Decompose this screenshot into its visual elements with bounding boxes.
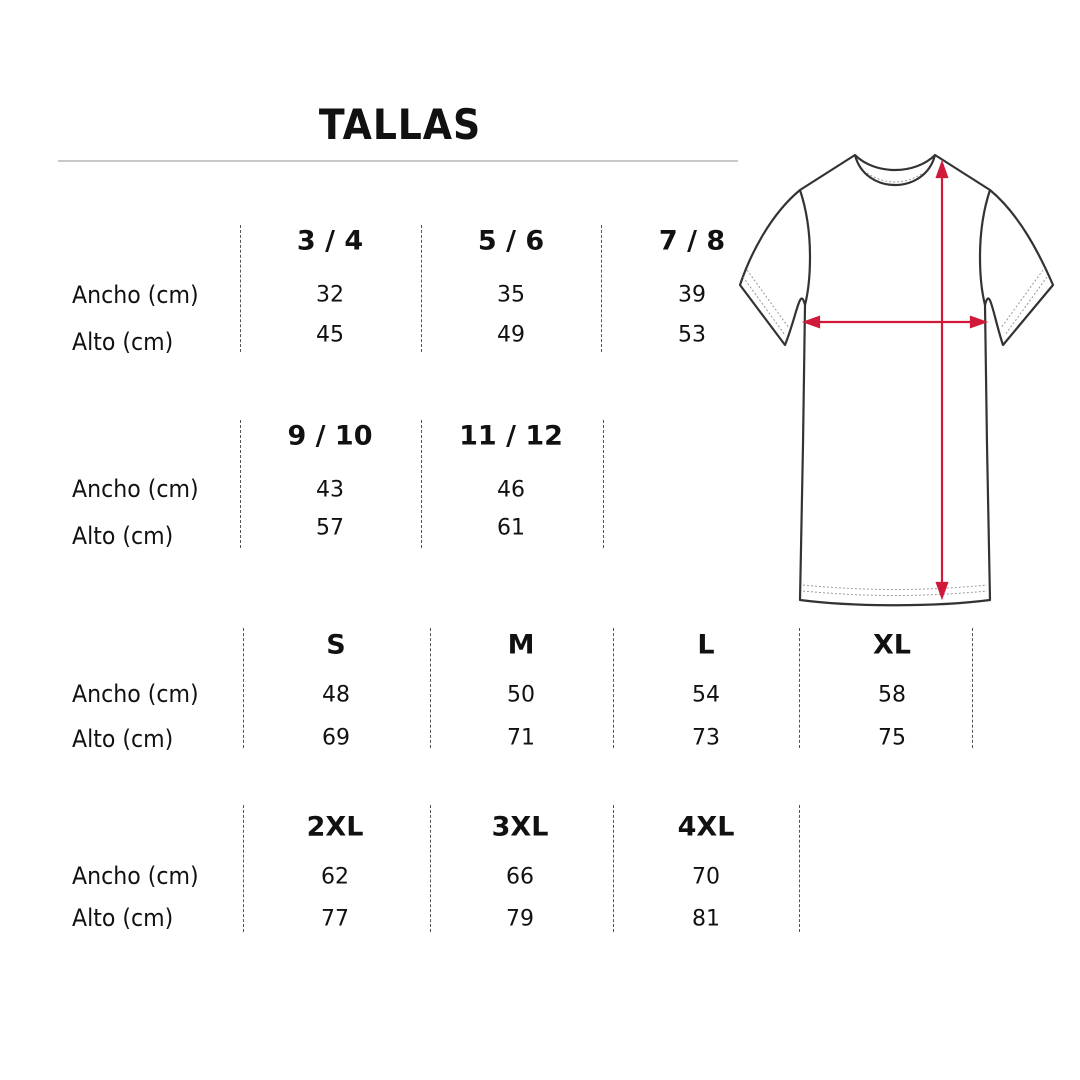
ancho-value: 32	[316, 282, 344, 308]
size-header: 3XL	[491, 811, 549, 843]
row-label-ancho: Ancho (cm)	[72, 862, 199, 890]
size-header: L	[697, 629, 715, 661]
ancho-value: 54	[692, 682, 720, 708]
column-divider	[240, 225, 241, 352]
size-header: 9 / 10	[287, 420, 373, 452]
ancho-value: 48	[322, 682, 350, 708]
ancho-value: 35	[497, 282, 525, 308]
column-divider	[603, 420, 604, 548]
column-divider	[421, 225, 422, 352]
alto-value: 69	[322, 725, 350, 751]
column-divider	[613, 805, 614, 932]
size-header: M	[507, 629, 535, 661]
size-header: 2XL	[306, 811, 364, 843]
row-label-ancho: Ancho (cm)	[72, 281, 199, 309]
ancho-value: 43	[316, 477, 344, 503]
alto-value: 45	[316, 322, 344, 348]
size-header: 5 / 6	[477, 225, 545, 257]
ancho-value: 39	[678, 282, 706, 308]
size-header: 4XL	[677, 811, 735, 843]
column-divider	[421, 420, 422, 548]
column-divider	[799, 805, 800, 932]
column-divider	[430, 805, 431, 932]
row-label-alto: Alto (cm)	[72, 725, 174, 753]
ancho-value: 50	[507, 682, 535, 708]
row-label-alto: Alto (cm)	[72, 328, 174, 356]
row-label-ancho: Ancho (cm)	[72, 475, 199, 503]
ancho-value: 66	[506, 864, 534, 890]
row-label-alto: Alto (cm)	[72, 522, 174, 550]
alto-value: 49	[497, 322, 525, 348]
ancho-value: 46	[497, 477, 525, 503]
column-divider	[430, 628, 431, 748]
alto-value: 53	[678, 322, 706, 348]
alto-value: 75	[878, 725, 906, 751]
column-divider	[972, 628, 973, 748]
t-shirt-measurement-icon	[738, 153, 1055, 607]
alto-value: 81	[692, 906, 720, 932]
column-divider	[243, 805, 244, 932]
alto-value: 71	[507, 725, 535, 751]
size-header: XL	[872, 629, 912, 661]
ancho-value: 70	[692, 864, 720, 890]
row-label-ancho: Ancho (cm)	[72, 680, 199, 708]
ancho-value: 58	[878, 682, 906, 708]
row-label-alto: Alto (cm)	[72, 904, 174, 932]
alto-value: 73	[692, 725, 720, 751]
size-header: 7 / 8	[658, 225, 726, 257]
column-divider	[613, 628, 614, 748]
column-divider	[240, 420, 241, 548]
alto-value: 61	[497, 515, 525, 541]
size-header: 11 / 12	[459, 420, 563, 452]
ancho-value: 62	[321, 864, 349, 890]
alto-value: 79	[506, 906, 534, 932]
measurement-arrows	[801, 159, 989, 601]
size-header: 3 / 4	[296, 225, 364, 257]
column-divider	[243, 628, 244, 748]
size-header: S	[326, 629, 346, 661]
title-divider	[58, 160, 738, 162]
column-divider	[601, 225, 602, 352]
alto-value: 57	[316, 515, 344, 541]
column-divider	[799, 628, 800, 748]
page-title: TALLAS	[318, 100, 482, 149]
alto-value: 77	[321, 906, 349, 932]
